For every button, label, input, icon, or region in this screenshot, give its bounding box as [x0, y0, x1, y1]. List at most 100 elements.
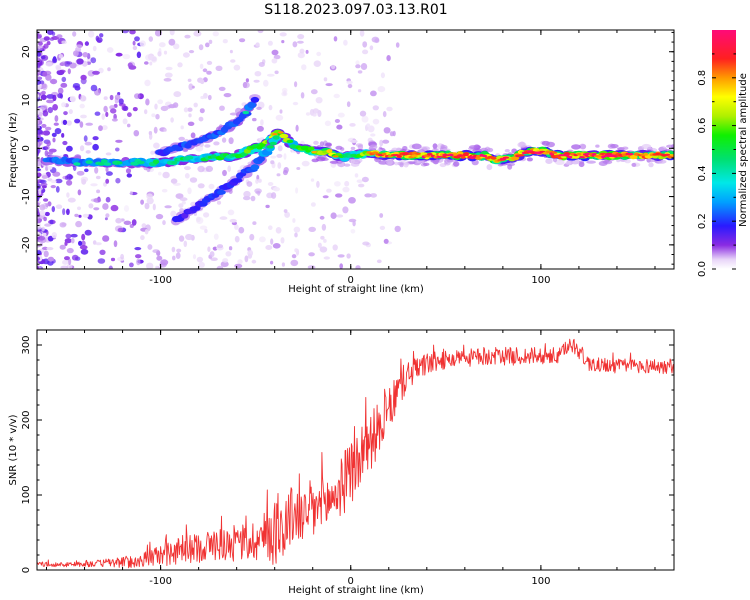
spectrogram-speckle: [206, 70, 212, 75]
spectrogram-speckle: [129, 30, 136, 35]
spectrogram-speckle: [195, 145, 204, 152]
spectrogram-x-axis-label: Height of straight line (km): [288, 284, 424, 295]
spectrogram-speckle: [144, 61, 149, 65]
spectrogram-speckle: [294, 232, 298, 238]
spectrogram-speckle: [161, 188, 168, 193]
spectrogram-speckle: [319, 246, 328, 253]
spectrogram-speckle: [55, 66, 62, 71]
spectrogram-speckle: [178, 203, 184, 209]
spectrogram-speckle: [322, 195, 329, 199]
spectrogram-speckle: [205, 42, 210, 48]
spectrogram-speckle: [126, 173, 132, 178]
spectrogram-speckle: [369, 45, 374, 51]
spectrogram-speckle: [184, 166, 191, 171]
spectrogram-speckle: [666, 144, 674, 148]
spectrogram-ridge-blob: [230, 178, 243, 183]
spectrogram-speckle: [380, 72, 385, 79]
spectrogram-speckle: [364, 193, 372, 198]
spectrogram-speckle: [150, 150, 155, 155]
spectrogram-speckle: [180, 125, 184, 130]
spectrogram-speckle: [146, 262, 154, 269]
spectrogram-speckle: [297, 52, 305, 59]
spectrogram-speckle: [379, 139, 384, 147]
spectrogram-speckle: [443, 161, 451, 166]
spectrogram-speckle: [222, 258, 229, 263]
spectrogram-speckle: [382, 111, 387, 118]
spectrogram-speckle: [72, 31, 77, 37]
spectrogram-speckle: [213, 141, 220, 146]
spectrogram-ridge-blob: [271, 133, 278, 136]
spectrogram-speckle: [50, 179, 57, 184]
snr-plot-area: [37, 330, 674, 570]
spectrogram-speckle: [90, 183, 98, 187]
spectrogram-speckle: [197, 165, 205, 173]
spectrogram-speckle: [83, 135, 88, 142]
spectrogram-speckle: [624, 159, 631, 164]
spectrogram-speckle: [339, 263, 344, 269]
spectrogram-speckle: [346, 253, 351, 259]
spectrogram-speckle: [382, 139, 390, 144]
spectrogram-speckle: [110, 108, 117, 114]
spectrogram-speckle: [80, 74, 87, 81]
spectrogram-ridge-blob: [85, 160, 93, 164]
spectrogram-y-axis-label: Frequency (Hz): [8, 112, 19, 188]
spectrogram-speckle: [370, 90, 377, 97]
spectrogram-speckle: [37, 236, 40, 240]
spectrogram-speckle: [229, 218, 237, 223]
spectrogram-speckle: [188, 113, 192, 118]
spectrogram-speckle: [370, 133, 376, 137]
spectrogram-speckle: [308, 252, 315, 257]
spectrogram-speckle: [183, 107, 189, 113]
spectrogram-speckle: [51, 232, 57, 239]
spectrogram-speckle: [42, 110, 49, 117]
spectrogram-speckle: [377, 86, 386, 93]
spectrogram-speckle: [370, 193, 377, 198]
spectrogram-speckle: [394, 225, 401, 233]
spectrogram-speckle: [96, 189, 101, 194]
spectrogram-speckle: [275, 114, 284, 121]
spectrogram-speckle: [38, 188, 42, 196]
spectrogram-speckle: [227, 165, 231, 172]
spectrogram-speckle: [105, 152, 112, 156]
spectrogram-speckle: [183, 240, 188, 247]
spectrogram-speckle: [178, 136, 185, 141]
spectrogram-speckle: [54, 115, 59, 122]
spectrogram-speckle: [54, 128, 62, 135]
spectrogram-speckle: [66, 192, 70, 198]
spectrogram-ridge-blob: [286, 139, 294, 144]
spectrogram-speckle: [372, 105, 379, 111]
spectrogram-speckle: [270, 160, 275, 165]
spectrogram-speckle: [238, 226, 245, 234]
spectrogram-speckle: [80, 176, 89, 183]
spectrogram-speckle: [369, 144, 378, 150]
spectrogram-speckle: [343, 163, 351, 167]
spectrogram-speckle: [215, 65, 223, 72]
spectrogram-speckle: [110, 257, 116, 262]
spectrogram-speckle: [37, 168, 41, 172]
spectrogram-speckle: [196, 256, 204, 263]
spectrogram-speckle: [55, 178, 63, 184]
spectrogram-speckle: [335, 145, 343, 150]
spectrogram-speckle: [152, 203, 156, 211]
spectrogram-speckle: [210, 257, 218, 262]
spectrogram-speckle: [59, 222, 67, 228]
spectrogram-speckle: [61, 102, 67, 108]
spectrogram-speckle: [175, 252, 181, 259]
spectrogram-speckle: [219, 216, 228, 220]
spectrogram-speckle: [300, 92, 305, 99]
spectrogram-speckle: [229, 112, 238, 116]
spectrogram-speckle: [354, 173, 359, 178]
spectrogram-speckle: [379, 225, 386, 230]
spectrogram-speckle: [219, 105, 225, 111]
spectrogram-speckle: [383, 127, 391, 134]
spectrogram-speckle: [115, 217, 122, 224]
spectrogram-ridge-blob: [210, 154, 217, 159]
spectrogram-speckle: [221, 137, 227, 143]
spectrogram-speckle: [565, 160, 572, 165]
spectrogram-speckle: [228, 246, 233, 251]
spectrogram-speckle: [164, 72, 173, 78]
spectrogram-speckle: [337, 112, 345, 118]
spectrogram-speckle: [96, 37, 103, 43]
spectrogram-speckle: [46, 141, 51, 147]
